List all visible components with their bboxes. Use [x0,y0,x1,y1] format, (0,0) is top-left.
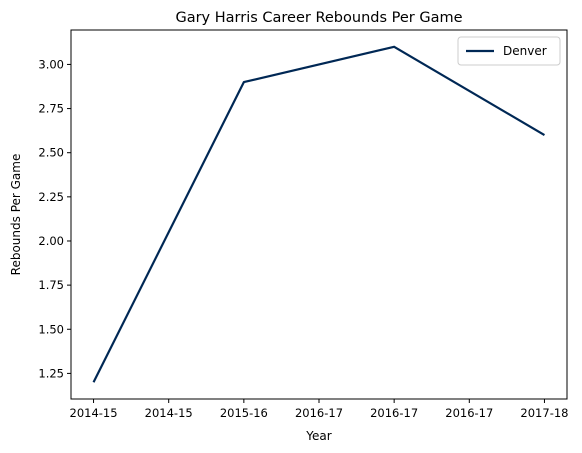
y-tick-label: 2.75 [38,102,64,116]
series-layer [92,45,546,383]
legend-label-denver: Denver [503,44,547,58]
legend-box [457,36,561,66]
y-axis-label: Rebounds Per Game [9,154,23,276]
plot-area-frame [70,29,568,400]
x-axis-ticks: 2014-15 2014-15 2015-16 2016-17 2016-17 2016-… [70,399,568,420]
x-tick-label: 2016-17 [445,406,493,420]
y-tick-label: 3.00 [38,57,64,71]
chart-title: Gary Harris Career Rebounds Per Game [175,10,462,26]
x-axis-label: Year [305,429,331,443]
y-tick-label: 1.50 [38,322,64,336]
x-tick-label: 2016-17 [370,406,418,420]
series-line-denver [92,45,546,383]
y-tick-label: 2.00 [38,234,64,248]
y-tick-label: 1.75 [38,278,64,292]
y-tick-label: 1.25 [38,366,64,380]
y-tick-label: 2.50 [38,146,64,160]
x-tick-label: 2016-17 [295,406,343,420]
legend: Denver [457,36,561,66]
x-tick-label: 2014-15 [70,406,118,420]
x-tick-label: 2014-15 [145,406,193,420]
y-axis-ticks: 1.25 1.50 1.75 2.00 2.25 2.50 2.75 3.00 [38,57,71,380]
x-tick-label: 2015-16 [220,406,268,420]
y-tick-label: 2.25 [38,190,64,204]
x-tick-label: 2017-18 [520,406,568,420]
